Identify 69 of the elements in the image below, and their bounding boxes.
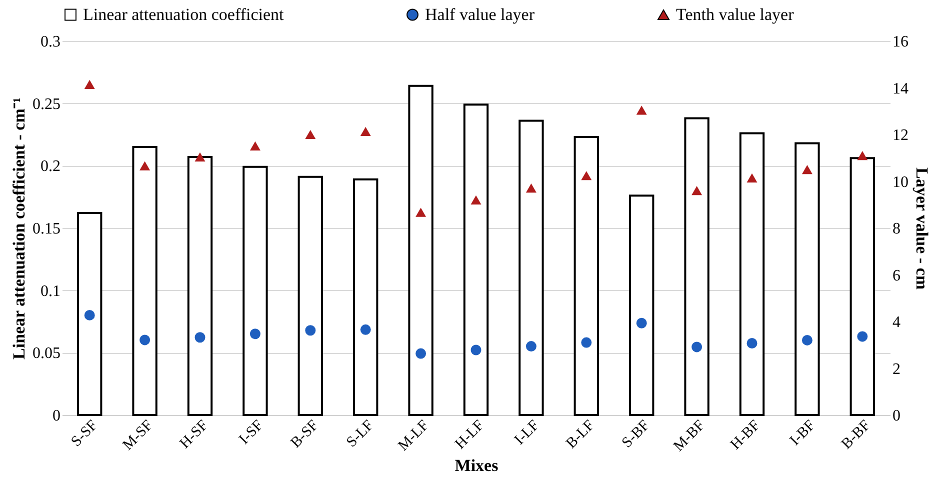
point: [416, 348, 426, 359]
point: [636, 106, 647, 115]
y2-tick-label: 16: [892, 34, 908, 50]
bar: [353, 178, 378, 416]
point: [526, 341, 536, 352]
y2-tick-label: 8: [892, 220, 900, 238]
point: [194, 332, 206, 343]
bar: [408, 84, 434, 416]
point: [802, 165, 812, 174]
bar: [242, 166, 268, 416]
legend-label: Tenth value layer: [676, 4, 794, 24]
point: [305, 325, 316, 336]
legend-label: Half value layer: [425, 4, 535, 24]
point: [140, 334, 150, 346]
point: [526, 183, 536, 193]
point: [140, 161, 150, 170]
point: [250, 328, 260, 340]
point: [84, 80, 95, 90]
x-tick-label: I-LF: [512, 418, 543, 448]
y-tick-label: 0.2: [40, 158, 60, 176]
bar: [629, 194, 654, 416]
y2-tick-label: 2: [892, 360, 900, 378]
point: [305, 130, 316, 140]
point: [746, 173, 758, 183]
bar: [463, 104, 489, 416]
bar: [739, 132, 765, 416]
y2-tick-label: 10: [892, 174, 908, 191]
point: [746, 338, 758, 348]
y2-axis-title: Layer value - cm: [912, 168, 932, 290]
bar: [794, 142, 820, 416]
point: [692, 186, 702, 196]
bar: [298, 176, 323, 416]
point: [360, 126, 371, 136]
bar: [850, 157, 875, 416]
y2-tick-label: 4: [892, 314, 900, 331]
y-tick-label: 0.1: [40, 282, 60, 300]
point: [857, 150, 868, 160]
point: [802, 334, 812, 346]
y-tick-label: 0.3: [40, 34, 60, 50]
point: [636, 318, 647, 328]
bar: [187, 156, 213, 416]
point: [84, 310, 95, 320]
point: [581, 337, 592, 348]
y2-tick-label: 6: [892, 267, 900, 284]
point: [470, 344, 482, 356]
point: [857, 331, 868, 342]
bar: [574, 136, 599, 416]
bar: [77, 212, 102, 416]
point: [692, 342, 702, 352]
bar: [518, 120, 544, 416]
y2-tick-label: 14: [892, 80, 908, 98]
point: [194, 152, 206, 162]
legend-label: Linear attenuation coefficient: [83, 4, 284, 24]
point: [581, 171, 592, 180]
y-tick-label: 0.15: [32, 220, 60, 238]
point: [470, 195, 482, 204]
y2-tick-label: 0: [892, 408, 900, 424]
bar: [132, 146, 158, 416]
x-tick-label: I-SF: [236, 418, 267, 448]
y-tick-label: 0.05: [32, 345, 60, 362]
y-axis-title: Linear attenuation coefficient - cm⁻¹: [10, 98, 28, 360]
point: [416, 208, 426, 217]
y-tick-label: 0.25: [32, 96, 60, 113]
point: [250, 141, 260, 150]
x-axis-title: Mixes: [454, 456, 499, 476]
point: [360, 324, 371, 335]
y-tick-label: 0: [52, 408, 60, 424]
y2-tick-label: 12: [892, 127, 908, 144]
bar: [684, 117, 710, 416]
